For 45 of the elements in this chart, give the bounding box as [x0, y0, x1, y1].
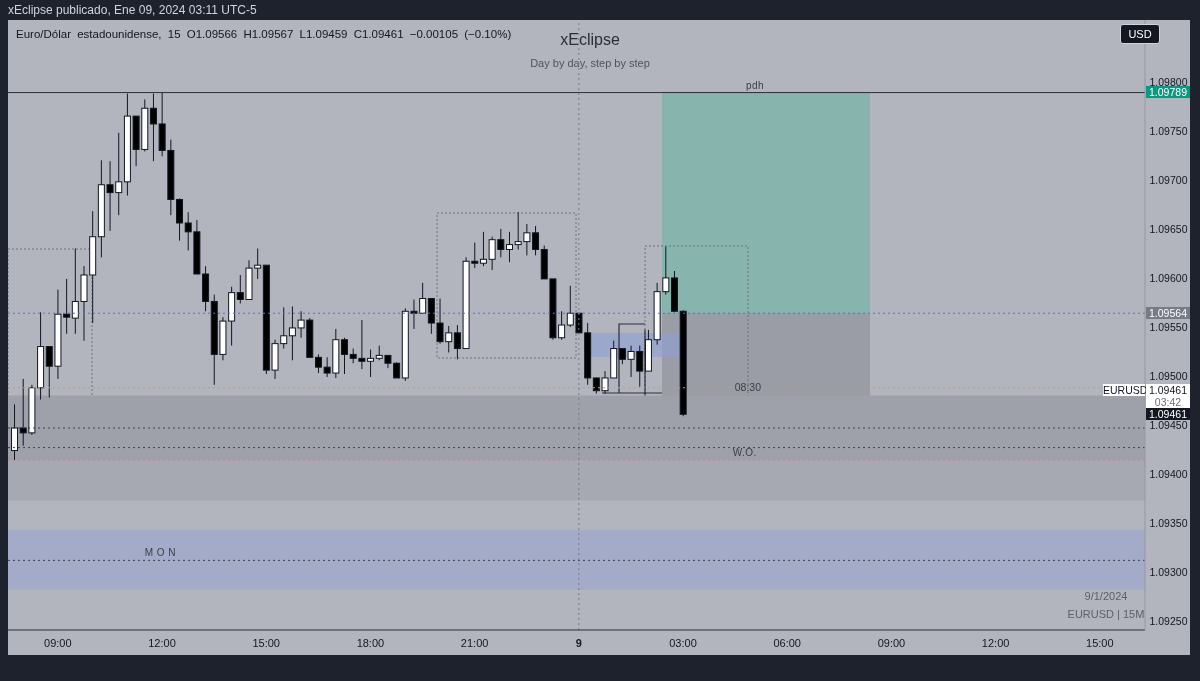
x-tick-label: 09:00	[44, 637, 72, 649]
text: 1.09789	[1149, 86, 1187, 98]
y-tick-label: 1.09250	[1149, 615, 1188, 628]
text: 03:42	[1154, 396, 1182, 408]
ref-line-label: pdh	[745, 79, 765, 91]
y-tick-label: 1.09350	[1149, 517, 1188, 530]
ref-line-label: W.O.	[732, 447, 757, 459]
x-tick-label: 9	[575, 637, 582, 649]
text: xEclipse	[560, 31, 620, 48]
x-tick-label: 12:00	[981, 637, 1010, 649]
candlestick	[149, 93, 157, 162]
text: xEclipse publicado, Ene 09, 2024 03:11 UTC-5	[8, 3, 257, 17]
text: 1.09461	[1149, 384, 1187, 396]
y-tick-label: 1.09600	[1149, 271, 1188, 284]
annotation: USD	[1128, 28, 1152, 40]
annotation: 9/1/2024	[1084, 590, 1128, 602]
x-tick-label: 15:00	[252, 637, 280, 649]
annotation: EURUSD	[1103, 384, 1148, 396]
x-tick-label: 21:00	[460, 637, 489, 649]
ref-line-label: M O N	[144, 547, 177, 559]
y-tick-label: 1.09450	[1149, 419, 1188, 432]
annotation: EURUSD | 15M	[1067, 608, 1145, 620]
y-tick-label: 1.09800	[1149, 75, 1188, 88]
annotation: Euro/Dólar estadounidense, 15 O1.09566 H1.09567 L1.09459 C1.09461 −0.00105 (−0.10%)	[16, 28, 512, 40]
annotation: 08:30	[734, 380, 761, 393]
text: Day by day, step by step	[530, 57, 650, 69]
x-tick-label: 06:00	[773, 637, 801, 649]
y-tick-label: 1.09300	[1149, 566, 1188, 579]
candlestick	[341, 337, 349, 375]
y-tick-label: 1.09500	[1149, 370, 1188, 382]
y-tick-label: 1.09550	[1149, 320, 1188, 333]
y-tick-label: 1.09650	[1149, 222, 1188, 235]
y-tick-label: 1.09700	[1149, 173, 1188, 186]
text: 1.09564	[1149, 307, 1187, 319]
text: 1.09461	[1149, 408, 1187, 420]
x-tick-label: 12:00	[148, 637, 176, 649]
x-tick-label: 09:00	[877, 637, 906, 649]
x-tick-label: 18:00	[356, 637, 385, 649]
candlestick	[11, 403, 19, 461]
x-tick-label: 03:00	[669, 637, 697, 649]
candlestick	[176, 197, 184, 242]
candlestick	[506, 231, 513, 263]
x-tick-label: 15:00	[1086, 637, 1114, 649]
y-tick-label: 1.09400	[1149, 468, 1188, 481]
y-tick-label: 1.09750	[1149, 124, 1188, 137]
